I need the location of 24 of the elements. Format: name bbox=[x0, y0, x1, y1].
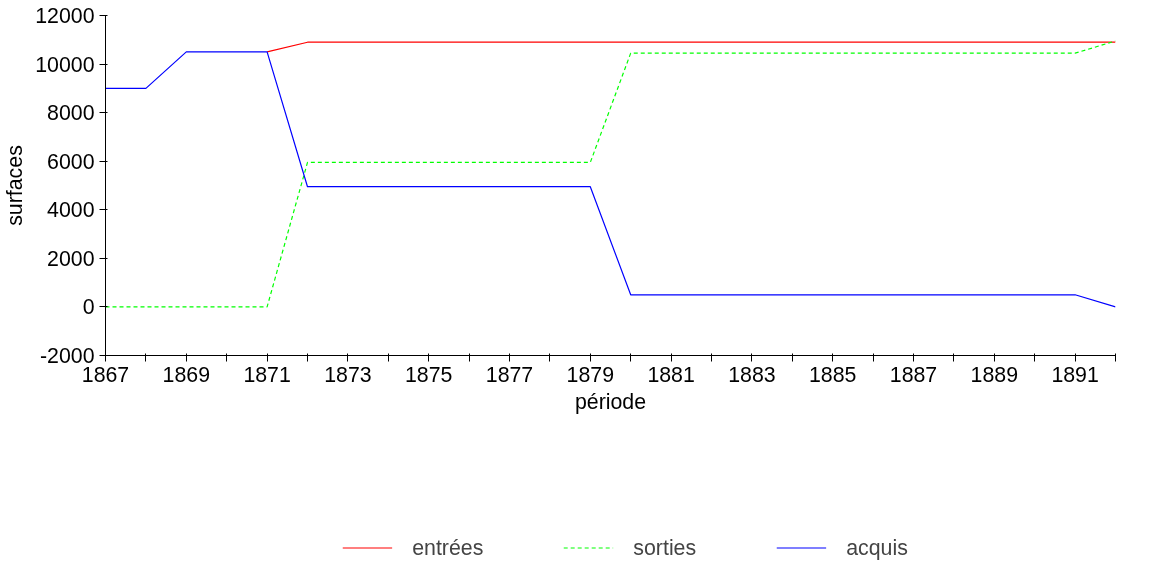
x-axis-title: période bbox=[574, 389, 647, 414]
legend-label: acquis bbox=[846, 535, 908, 561]
x-tick-label: 1873 bbox=[324, 362, 372, 387]
y-tick-label: 12000 bbox=[35, 4, 95, 28]
y-tick-label: 10000 bbox=[35, 52, 95, 77]
y-axis-title: surfaces bbox=[3, 145, 28, 226]
y-tick-label: 0 bbox=[82, 295, 95, 320]
x-tick-label: 1881 bbox=[647, 362, 695, 387]
x-tick-label: 1877 bbox=[485, 362, 534, 387]
x-tick-label: 1885 bbox=[808, 362, 857, 387]
x-tick-label: 1869 bbox=[162, 362, 211, 387]
legend-label: sorties bbox=[633, 535, 697, 561]
y-tick-label: 6000 bbox=[47, 149, 95, 174]
y-tick-label: 4000 bbox=[47, 198, 95, 223]
x-tick-label: 1875 bbox=[404, 362, 453, 387]
x-tick-label: 1891 bbox=[1051, 362, 1099, 387]
x-tick-label: 1887 bbox=[889, 362, 938, 387]
y-tick-label: 2000 bbox=[47, 246, 95, 271]
x-tick-label: 1879 bbox=[566, 362, 615, 387]
x-tick-label: 1883 bbox=[728, 362, 776, 387]
y-tick-label: 8000 bbox=[47, 101, 95, 126]
x-tick-label: 1871 bbox=[243, 362, 291, 387]
x-tick-label: 1889 bbox=[970, 362, 1019, 387]
legend-label: entrées bbox=[412, 535, 484, 561]
